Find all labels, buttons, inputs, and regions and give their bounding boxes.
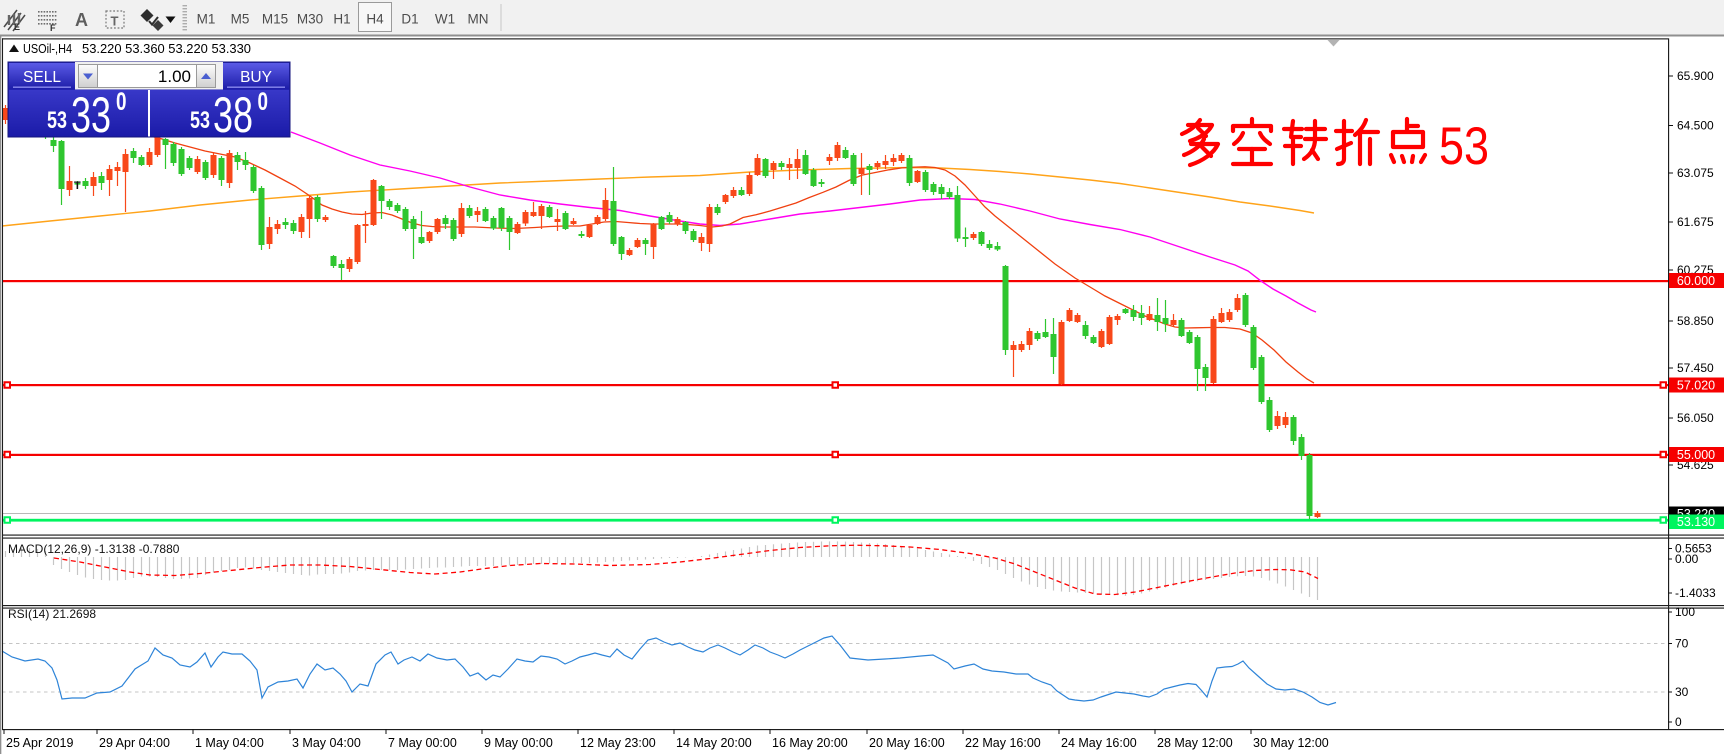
svg-text:30 May 12:00: 30 May 12:00 bbox=[1253, 736, 1329, 750]
svg-text:53: 53 bbox=[47, 107, 67, 134]
svg-text:25 Apr 2019: 25 Apr 2019 bbox=[6, 736, 73, 750]
svg-text:RSI(14) 21.2698: RSI(14) 21.2698 bbox=[8, 607, 96, 621]
svg-text:58.850: 58.850 bbox=[1677, 314, 1714, 328]
svg-text:F: F bbox=[50, 23, 56, 33]
svg-text:1.00: 1.00 bbox=[158, 67, 191, 86]
svg-text:D1: D1 bbox=[401, 12, 418, 27]
svg-text:57.450: 57.450 bbox=[1677, 361, 1714, 375]
svg-text:56.050: 56.050 bbox=[1677, 411, 1714, 425]
svg-text:60.000: 60.000 bbox=[1677, 274, 1715, 288]
svg-text:53.220 53.360 53.220 53.330: 53.220 53.360 53.220 53.330 bbox=[82, 41, 251, 56]
svg-text:53: 53 bbox=[1439, 117, 1489, 176]
svg-text:30: 30 bbox=[1675, 685, 1689, 699]
svg-text:H1: H1 bbox=[333, 12, 350, 27]
svg-text:9 May 00:00: 9 May 00:00 bbox=[484, 736, 553, 750]
svg-text:M30: M30 bbox=[297, 12, 323, 27]
svg-text:M15: M15 bbox=[262, 12, 288, 27]
svg-text:W1: W1 bbox=[435, 12, 455, 27]
svg-text:64.500: 64.500 bbox=[1677, 119, 1714, 133]
svg-text:H4: H4 bbox=[366, 12, 384, 27]
svg-text:SELL: SELL bbox=[23, 69, 61, 86]
svg-text:57.020: 57.020 bbox=[1677, 379, 1715, 393]
svg-text:14 May 20:00: 14 May 20:00 bbox=[676, 736, 752, 750]
svg-text:33: 33 bbox=[71, 87, 111, 143]
svg-text:24 May 16:00: 24 May 16:00 bbox=[1061, 736, 1137, 750]
svg-text:55.000: 55.000 bbox=[1677, 448, 1715, 462]
svg-text:0: 0 bbox=[1675, 715, 1682, 729]
svg-text:38: 38 bbox=[213, 87, 253, 143]
svg-text:29 Apr 04:00: 29 Apr 04:00 bbox=[99, 736, 170, 750]
svg-text:T: T bbox=[74, 180, 81, 192]
svg-text:0.00: 0.00 bbox=[1675, 552, 1699, 566]
svg-text:-1.4033: -1.4033 bbox=[1675, 586, 1716, 600]
svg-text:MACD(12,26,9) -1.3138 -0.7880: MACD(12,26,9) -1.3138 -0.7880 bbox=[8, 542, 180, 556]
svg-text:20 May 16:00: 20 May 16:00 bbox=[869, 736, 945, 750]
svg-text:7 May 00:00: 7 May 00:00 bbox=[388, 736, 457, 750]
svg-text:T: T bbox=[111, 14, 119, 29]
svg-text:0: 0 bbox=[116, 88, 127, 116]
svg-text:1 May 04:00: 1 May 04:00 bbox=[195, 736, 264, 750]
svg-text:USOil-,H4: USOil-,H4 bbox=[23, 41, 72, 56]
svg-text:63.075: 63.075 bbox=[1677, 166, 1714, 180]
svg-text:BUY: BUY bbox=[240, 69, 272, 86]
svg-text:65.900: 65.900 bbox=[1677, 69, 1714, 83]
svg-text:28 May 12:00: 28 May 12:00 bbox=[1157, 736, 1233, 750]
svg-text:61.675: 61.675 bbox=[1677, 215, 1714, 229]
svg-text:0.5653: 0.5653 bbox=[1675, 542, 1712, 556]
svg-text:A: A bbox=[75, 10, 88, 30]
svg-text:E: E bbox=[14, 22, 20, 32]
svg-text:22 May 16:00: 22 May 16:00 bbox=[965, 736, 1041, 750]
svg-text:12 May 23:00: 12 May 23:00 bbox=[580, 736, 656, 750]
svg-text:53: 53 bbox=[190, 107, 210, 134]
svg-text:70: 70 bbox=[1675, 637, 1689, 651]
svg-text:MN: MN bbox=[468, 12, 489, 27]
svg-text:0: 0 bbox=[258, 88, 269, 116]
svg-text:53.130: 53.130 bbox=[1677, 515, 1715, 529]
svg-text:M1: M1 bbox=[197, 12, 216, 27]
svg-text:3 May 04:00: 3 May 04:00 bbox=[292, 736, 361, 750]
svg-text:100: 100 bbox=[1675, 605, 1695, 619]
svg-text:M5: M5 bbox=[231, 12, 250, 27]
svg-text:16 May 20:00: 16 May 20:00 bbox=[772, 736, 848, 750]
